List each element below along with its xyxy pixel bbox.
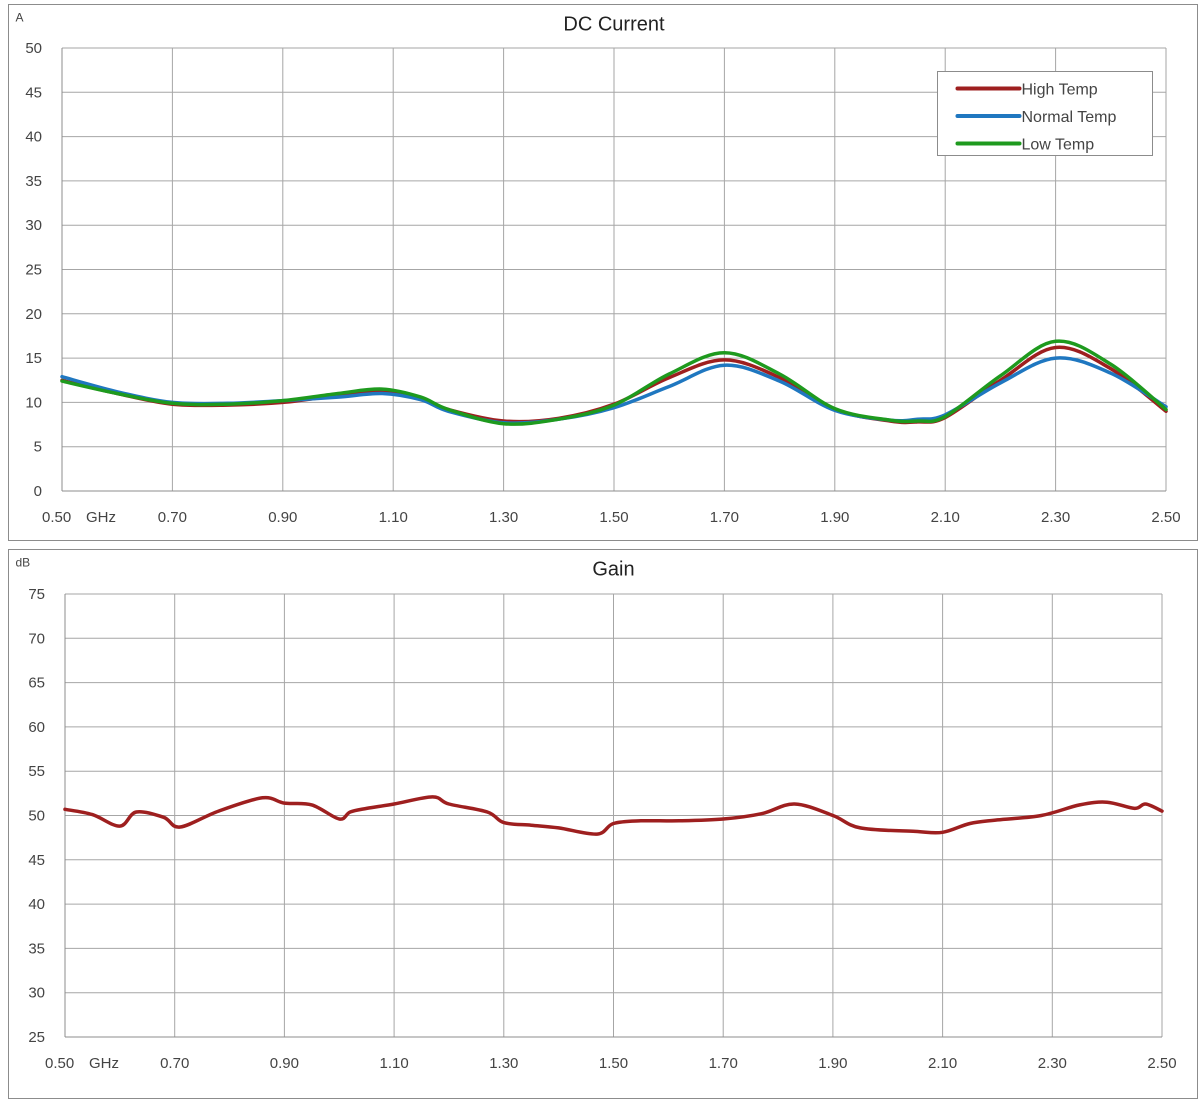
y-tick-label: 25	[25, 262, 42, 279]
y-tick-label: 55	[28, 763, 45, 780]
x-tick-label: 1.90	[820, 509, 849, 526]
chart-title: Gain	[592, 559, 634, 581]
x-tick-label: 0.90	[268, 509, 297, 526]
x-tick-label: 1.50	[599, 1055, 628, 1072]
y-tick-label: 50	[25, 40, 42, 57]
x-tick-label: 1.50	[599, 509, 628, 526]
y-tick-label: 30	[25, 217, 42, 234]
x-tick-label: 0.50	[42, 509, 71, 526]
x-tick-label: 2.10	[931, 509, 960, 526]
y-tick-label: 40	[28, 896, 45, 913]
x-tick-label: 2.10	[928, 1055, 957, 1072]
y-tick-label: 35	[25, 173, 42, 190]
y-tick-label: 65	[28, 675, 45, 692]
x-tick-label: 0.50	[45, 1055, 74, 1072]
chart-frame	[8, 549, 1198, 1099]
y-tick-label: 25	[28, 1029, 45, 1046]
y-unit-label: A	[16, 11, 24, 25]
y-tick-label: 35	[28, 940, 45, 957]
y-tick-label: 15	[25, 350, 42, 367]
x-tick-label: 0.90	[270, 1055, 299, 1072]
x-tick-label: 2.50	[1147, 1055, 1176, 1072]
y-tick-label: 5	[34, 439, 42, 456]
legend-label: High Temp	[1022, 82, 1098, 99]
y-tick-label: 75	[28, 586, 45, 603]
x-tick-label: 2.30	[1038, 1055, 1067, 1072]
series-line-0	[63, 795, 1164, 836]
chart-title: DC Current	[563, 14, 665, 36]
x-tick-label: 1.30	[489, 509, 518, 526]
x-tick-label: 1.90	[818, 1055, 847, 1072]
y-tick-label: 50	[28, 808, 45, 825]
series-line-2	[60, 339, 1168, 426]
legend-label: Normal Temp	[1022, 109, 1117, 126]
x-tick-label: 2.50	[1151, 509, 1180, 526]
x-unit-label: GHz	[89, 1055, 119, 1072]
y-tick-label: 30	[28, 985, 45, 1002]
x-tick-label: 1.70	[709, 1055, 738, 1072]
legend-label: Low Temp	[1022, 137, 1095, 154]
x-tick-label: 1.10	[379, 509, 408, 526]
y-tick-label: 20	[25, 306, 42, 323]
y-unit-label: dB	[16, 556, 31, 570]
x-unit-label: GHz	[86, 509, 116, 526]
x-tick-label: 1.70	[710, 509, 739, 526]
gain-chart: Gain dB 25 30 35 40 45 50 55 60 65 70 75 0.50 GHz 0.70 0…	[8, 549, 1198, 1099]
y-tick-label: 60	[28, 719, 45, 736]
y-tick-label: 40	[25, 129, 42, 146]
x-tick-label: 2.30	[1041, 509, 1070, 526]
x-tick-label: 1.30	[489, 1055, 518, 1072]
dc-current-chart: DC Current A 0 5 10 15 20 25 30 35 40 45 50 0.50 GHz 0.…	[8, 4, 1198, 541]
y-tick-label: 10	[25, 394, 42, 411]
y-tick-label: 0	[34, 483, 42, 500]
y-tick-label: 70	[28, 630, 45, 647]
y-tick-label: 45	[28, 852, 45, 869]
x-tick-label: 0.70	[160, 1055, 189, 1072]
x-tick-label: 1.10	[379, 1055, 408, 1072]
x-tick-label: 0.70	[158, 509, 187, 526]
y-tick-label: 45	[25, 84, 42, 101]
